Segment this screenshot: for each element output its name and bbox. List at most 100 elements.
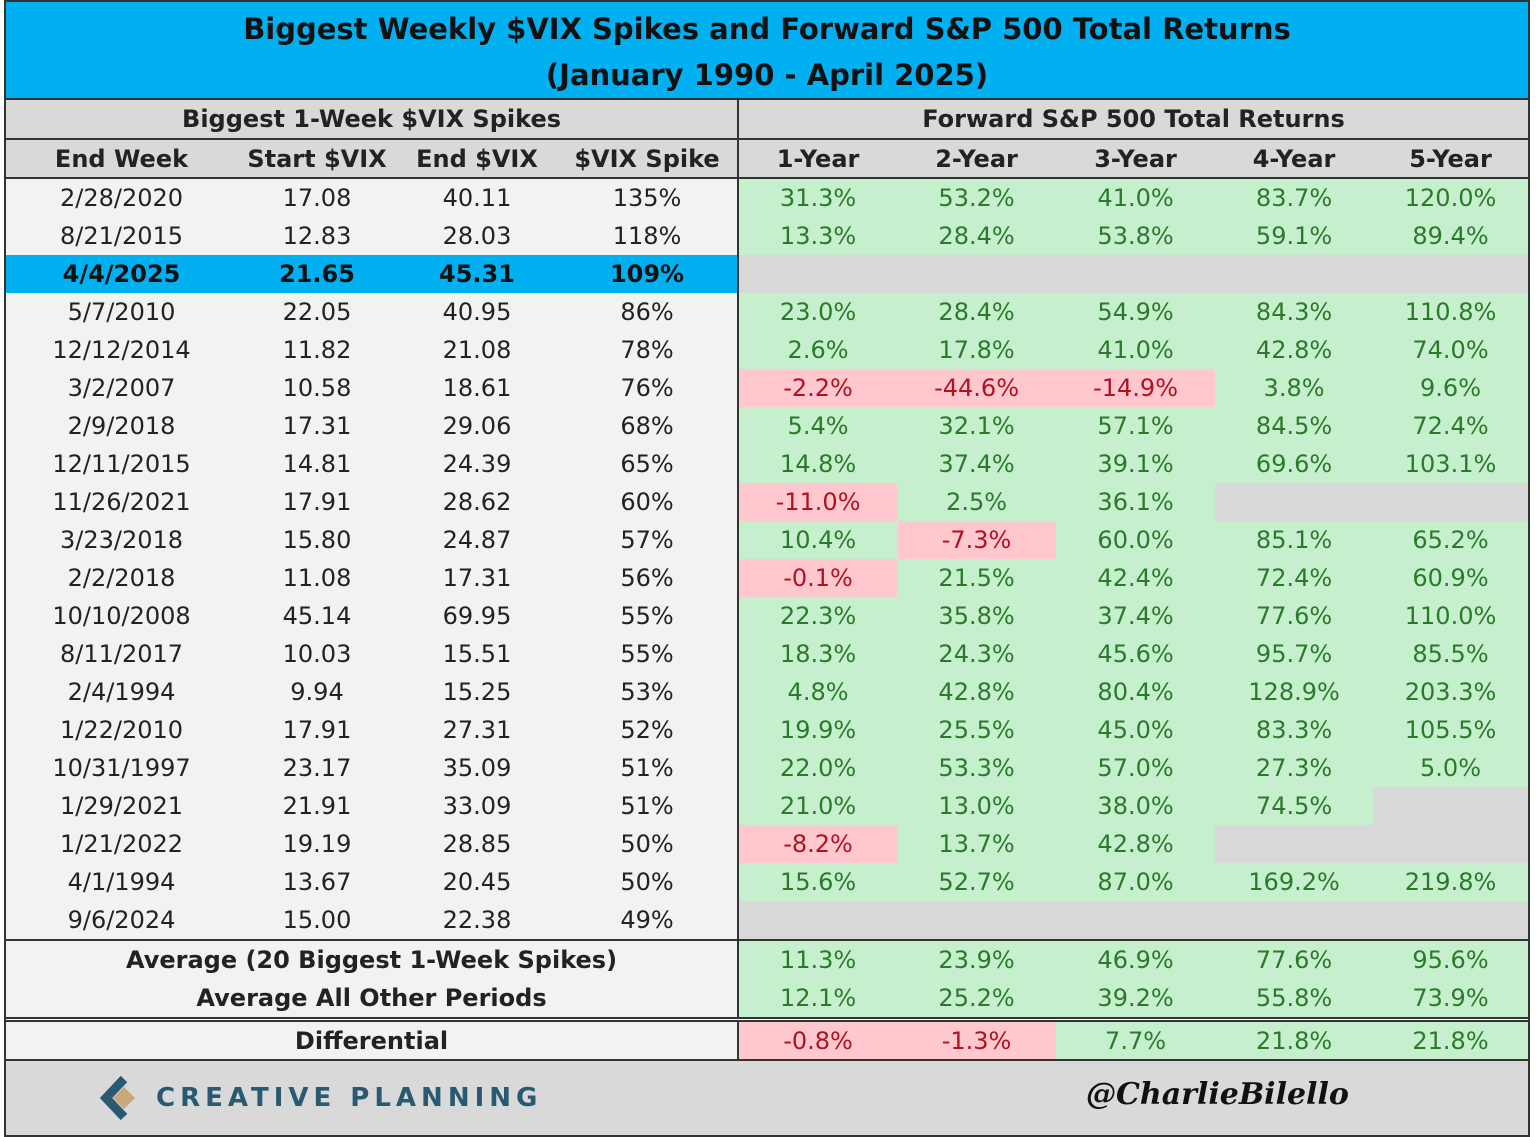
forward-return-cell <box>1373 825 1528 863</box>
start-vix-cell: 10.58 <box>237 369 397 407</box>
forward-return-cell: 85.1% <box>1215 521 1374 559</box>
forward-return-cell: 22.0% <box>738 749 898 787</box>
group-header-row: Biggest 1-Week $VIX Spikes Forward S&P 50… <box>6 100 1528 140</box>
forward-return-cell: 13.3% <box>738 217 898 255</box>
group-header-returns: Forward S&P 500 Total Returns <box>738 100 1528 140</box>
forward-return-cell: 74.5% <box>1215 787 1374 825</box>
start-vix-cell: 45.14 <box>237 597 397 635</box>
table-row: 2/4/1994 9.94 15.25 53% 4.8% 42.8% 80.4% 128.9%… <box>6 673 1528 711</box>
forward-return-cell: 10.4% <box>738 521 898 559</box>
column-header: $VIX Spike <box>557 139 740 179</box>
forward-return-cell <box>738 901 898 940</box>
differential-cell: 7.7% <box>1056 1017 1216 1061</box>
differential-cell: 21.8% <box>1215 1017 1374 1061</box>
forward-return-cell: 69.6% <box>1215 445 1374 483</box>
forward-return-cell: 14.8% <box>738 445 898 483</box>
table-row: 10/31/1997 23.17 35.09 51% 22.0% 53.3% 57.0% 27… <box>6 749 1528 787</box>
forward-return-cell: 80.4% <box>1056 673 1216 711</box>
forward-return-cell: 87.0% <box>1056 863 1216 901</box>
author-handle: @CharlieBilello <box>1086 1077 1349 1112</box>
forward-return-cell: -0.1% <box>738 559 898 597</box>
forward-return-cell: 39.1% <box>1056 445 1216 483</box>
forward-return-cell: 103.1% <box>1373 445 1528 483</box>
forward-return-cell: 2.6% <box>738 331 898 369</box>
table-row: 1/29/2021 21.91 33.09 51% 21.0% 13.0% 38.0% 74.… <box>6 787 1528 825</box>
differential-cell: -0.8% <box>738 1017 898 1061</box>
start-vix-cell: 17.91 <box>237 483 397 521</box>
forward-return-cell: 25.5% <box>897 711 1057 749</box>
forward-return-cell <box>1373 787 1528 825</box>
forward-return-cell: 31.3% <box>738 178 898 217</box>
forward-return-cell: 89.4% <box>1373 217 1528 255</box>
forward-return-cell <box>1373 901 1528 940</box>
vix-spike-cell: 60% <box>557 483 740 521</box>
forward-return-cell <box>1373 255 1528 293</box>
table-row: 8/21/2015 12.83 28.03 118% 13.3% 28.4% 53.8% 59… <box>6 217 1528 255</box>
table-row: 1/22/2010 17.91 27.31 52% 19.9% 25.5% 45.0% 83.… <box>6 711 1528 749</box>
end-week-cell: 4/4/2025 <box>6 255 237 293</box>
table-row: 5/7/2010 22.05 40.95 86% 23.0% 28.4% 54.9% 84.3… <box>6 293 1528 331</box>
start-vix-cell: 22.05 <box>237 293 397 331</box>
table-row: 11/26/2021 17.91 28.62 60% -11.0% 2.5% 36.1% <box>6 483 1528 521</box>
table-title: Biggest Weekly $VIX Spikes and Forward S… <box>6 2 1528 100</box>
forward-return-cell <box>1215 255 1374 293</box>
forward-return-cell: 169.2% <box>1215 863 1374 901</box>
forward-return-cell: 42.8% <box>1215 331 1374 369</box>
forward-return-cell: 53.2% <box>897 178 1057 217</box>
vix-spike-cell: 49% <box>557 901 740 940</box>
vix-spike-cell: 76% <box>557 369 740 407</box>
forward-return-cell: 41.0% <box>1056 178 1216 217</box>
forward-return-cell: 84.3% <box>1215 293 1374 331</box>
start-vix-cell: 10.03 <box>237 635 397 673</box>
forward-return-cell: 219.8% <box>1373 863 1528 901</box>
table-row: 12/12/2014 11.82 21.08 78% 2.6% 17.8% 41.0% 42.… <box>6 331 1528 369</box>
forward-return-cell: 120.0% <box>1373 178 1528 217</box>
creative-planning-logo: CREATIVE PLANNING <box>94 1075 542 1121</box>
end-vix-cell: 24.87 <box>397 521 557 559</box>
vix-spike-cell: 50% <box>557 825 740 863</box>
vix-spike-cell: 86% <box>557 293 740 331</box>
forward-return-cell <box>897 255 1057 293</box>
forward-return-cell: 95.7% <box>1215 635 1374 673</box>
end-vix-cell: 40.11 <box>397 178 557 217</box>
forward-return-cell: 17.8% <box>897 331 1057 369</box>
forward-return-cell: 59.1% <box>1215 217 1374 255</box>
vix-spike-cell: 109% <box>557 255 740 293</box>
title-line-2: (January 1990 - April 2025) <box>545 58 989 92</box>
forward-return-cell: -8.2% <box>738 825 898 863</box>
forward-return-cell: 42.8% <box>897 673 1057 711</box>
start-vix-cell: 21.65 <box>237 255 397 293</box>
vix-spike-cell: 52% <box>557 711 740 749</box>
end-week-cell: 10/31/1997 <box>6 749 237 787</box>
table-row: 12/11/2015 14.81 24.39 65% 14.8% 37.4% 39.1% 69… <box>6 445 1528 483</box>
vix-spike-cell: 78% <box>557 331 740 369</box>
vix-spike-cell: 65% <box>557 445 740 483</box>
forward-return-cell: 36.1% <box>1056 483 1216 521</box>
forward-return-cell: 53.8% <box>1056 217 1216 255</box>
forward-return-cell: 110.0% <box>1373 597 1528 635</box>
end-week-cell: 2/28/2020 <box>6 178 237 217</box>
forward-return-cell: 54.9% <box>1056 293 1216 331</box>
end-week-cell: 8/21/2015 <box>6 217 237 255</box>
summary-return-cell: 73.9% <box>1373 979 1528 1020</box>
summary-return-cell: 46.9% <box>1056 939 1216 979</box>
forward-return-cell: 32.1% <box>897 407 1057 445</box>
title-line-1: Biggest Weekly $VIX Spikes and Forward S… <box>243 12 1291 46</box>
forward-return-cell <box>1215 901 1374 940</box>
forward-return-cell: 18.3% <box>738 635 898 673</box>
forward-return-cell: 65.2% <box>1373 521 1528 559</box>
end-week-cell: 1/21/2022 <box>6 825 237 863</box>
column-header: End Week <box>6 139 237 179</box>
end-week-cell: 1/22/2010 <box>6 711 237 749</box>
forward-return-cell: 2.5% <box>897 483 1057 521</box>
forward-return-cell: 38.0% <box>1056 787 1216 825</box>
table-row: 3/2/2007 10.58 18.61 76% -2.2% -44.6% -14.9% 3.… <box>6 369 1528 407</box>
forward-return-cell: 84.5% <box>1215 407 1374 445</box>
forward-return-cell: 57.0% <box>1056 749 1216 787</box>
column-header: 3-Year <box>1056 139 1216 179</box>
start-vix-cell: 12.83 <box>237 217 397 255</box>
end-week-cell: 5/7/2010 <box>6 293 237 331</box>
forward-return-cell <box>1056 255 1216 293</box>
vix-spike-cell: 53% <box>557 673 740 711</box>
forward-return-cell: 41.0% <box>1056 331 1216 369</box>
